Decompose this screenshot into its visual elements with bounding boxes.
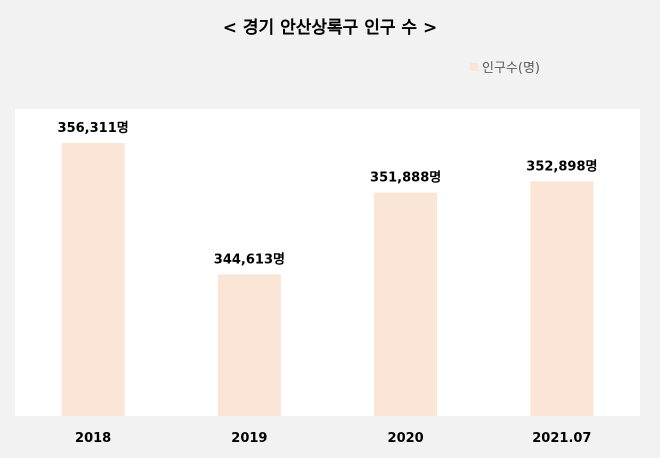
data-label-2021.07: 352,898명 [526, 158, 597, 174]
data-labels: 356,311명 344,613명 351,888명 352,898명 [58, 120, 598, 267]
bar-2018 [61, 142, 125, 417]
bar-2019 [217, 274, 281, 416]
legend-swatch [470, 63, 478, 71]
x-tick-label-2019: 2019 [231, 431, 267, 446]
legend: 인구수(명) [470, 61, 540, 76]
legend-label: 인구수(명) [482, 61, 540, 76]
x-tick-label-2018: 2018 [75, 431, 111, 446]
data-label-2019: 344,613명 [214, 251, 285, 267]
bars [61, 142, 594, 417]
data-label-2018: 356,311명 [58, 120, 129, 136]
chart-title: < 경기 안산상록구 인구 수 > [223, 18, 437, 38]
data-label-2020: 351,888명 [370, 170, 441, 186]
x-tick-label-2020: 2020 [388, 431, 424, 446]
bar-2021.07 [530, 181, 594, 416]
bar-2020 [374, 192, 438, 416]
x-axis-ticks: 2018 2019 2020 2021.07 [75, 431, 591, 446]
x-tick-label-2021.07: 2021.07 [532, 431, 591, 446]
